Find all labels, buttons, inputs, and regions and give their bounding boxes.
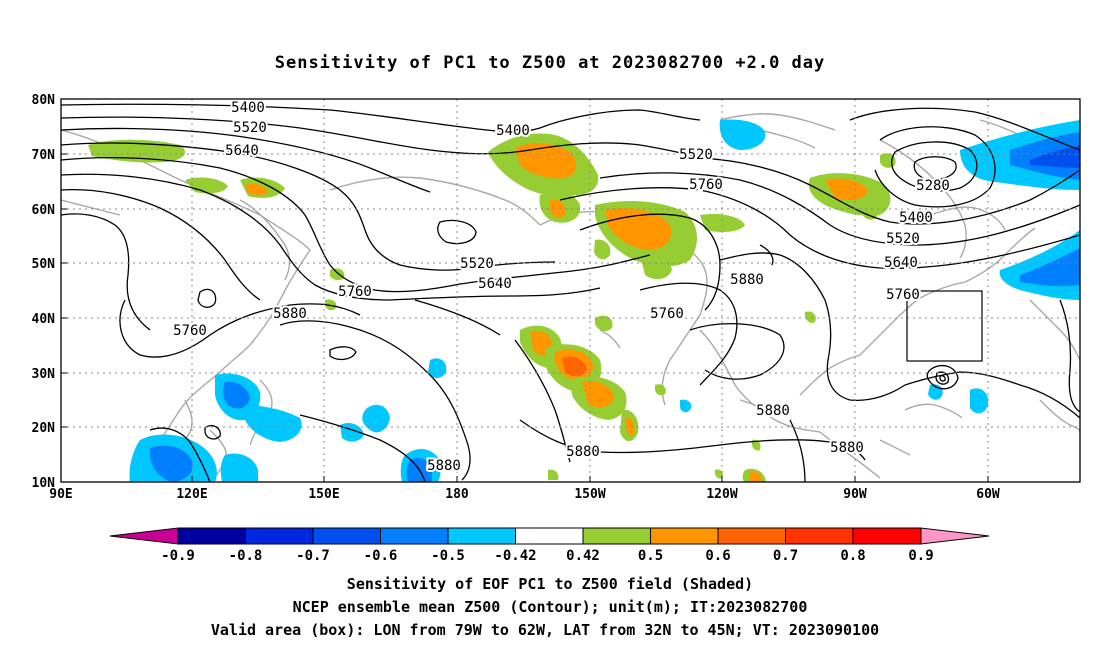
colorbar-labels: -0.9 -0.8 -0.7 -0.6 -0.5 -0.42 0.42 0.5 … [161,548,934,564]
caption-line-2: NCEP ensemble mean Z500 (Contour); unit(… [293,598,808,616]
lat-label: 10N [32,476,56,491]
figure-title: Sensitivity of PC1 to Z500 at 2023082700… [275,53,826,73]
lon-label: 150W [574,487,605,502]
colorbar-bin [785,527,854,545]
contour-label: 5880 [427,458,461,474]
shading-positive [88,133,896,482]
contour-label: 5520 [460,256,494,272]
colorbar-label: -0.7 [296,548,330,564]
contour-label: 5880 [830,440,864,456]
colorbar-bin [582,527,651,545]
longitude-labels: 90E 120E 150E 180 150W 120W 90W 60W [49,487,1000,502]
map-ticks [60,98,989,483]
colorbar-label: 0.7 [773,548,798,564]
caption-line-1: Sensitivity of EOF PC1 to Z500 field (Sh… [347,575,753,593]
colorbar: -0.9 -0.8 -0.7 -0.6 -0.5 -0.42 0.42 0.5 … [109,527,990,564]
contour-label: 5400 [496,123,530,139]
map-panel: 5400 5520 5640 5400 5520 5760 5280 5400 … [32,93,1081,502]
contour-label: 5520 [886,231,920,247]
colorbar-label: 0.9 [908,548,933,564]
contour-label: 5760 [886,287,920,303]
contour-label: 5760 [173,323,207,339]
graticule [61,99,1080,482]
contour-label: 5400 [899,210,933,226]
contour-label: 5640 [478,276,512,292]
contour-label: 5760 [338,284,372,300]
contour-label: 5760 [650,306,684,322]
contour-label: 5880 [730,272,764,288]
lat-label: 30N [32,367,56,382]
colorbar-label: 0.8 [840,548,865,564]
z500-contours [61,103,1080,482]
latitude-labels: 80N 70N 60N 50N 40N 30N 20N 10N [32,93,56,491]
map-frame [60,98,1081,483]
colorbar-bin [852,527,922,545]
colorbar-label: -0.9 [161,548,195,564]
colorbar-low-triangle [109,527,179,545]
colorbar-label: -0.42 [494,548,536,564]
colorbar-bin [312,527,381,545]
lon-label: 120W [706,487,737,502]
colorbar-label: -0.8 [229,548,263,564]
contour-label: 5880 [566,444,600,460]
colorbar-label: -0.5 [431,548,465,564]
shading-negative [129,119,1080,482]
lat-label: 40N [32,312,56,327]
colorbar-bin [515,527,584,545]
valid-area-box [906,290,983,362]
colorbar-label: 0.42 [566,548,600,564]
contour-label: 5520 [233,120,267,136]
contour-label-group: 5400 5520 5640 5400 5520 5760 5280 5400 … [171,99,952,476]
colorbar-bin [717,527,786,545]
colorbar-high-triangle [920,527,990,545]
lon-label: 150E [308,487,339,502]
contour-label: 5880 [273,306,307,322]
colorbar-label: 0.5 [638,548,663,564]
lon-label: 90W [843,487,867,502]
colorbar-bins [177,527,922,545]
colorbar-bin [380,527,449,545]
contour-label: 5640 [884,255,918,271]
colorbar-bin [245,527,314,545]
captions: Sensitivity of EOF PC1 to Z500 field (Sh… [211,575,879,639]
lat-label: 20N [32,421,56,436]
contour-label: 5400 [231,100,265,116]
lat-label: 60N [32,203,56,218]
lon-label: 120E [176,487,207,502]
contour-label: 5280 [916,178,950,194]
colorbar-bin [177,527,246,545]
contour-label: 5520 [679,147,713,163]
lat-label: 80N [32,93,56,108]
lon-label: 180 [445,487,469,502]
contour-label: 5760 [689,177,723,193]
contour-label: 5880 [756,403,790,419]
contour-label: 5640 [225,143,259,159]
colorbar-bin [447,527,516,545]
caption-line-3: Valid area (box): LON from 79W to 62W, L… [211,621,879,639]
lon-label: 60W [976,487,1000,502]
colorbar-bin [650,527,719,545]
lon-label: 90E [49,487,72,502]
lat-label: 70N [32,148,56,163]
lat-label: 50N [32,257,56,272]
colorbar-label: 0.6 [705,548,730,564]
colorbar-label: -0.6 [364,548,398,564]
